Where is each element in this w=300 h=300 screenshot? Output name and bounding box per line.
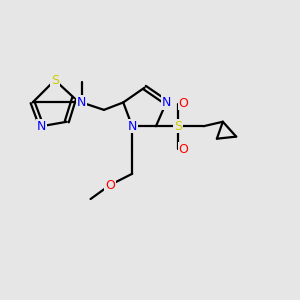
Text: N: N bbox=[77, 96, 86, 109]
Text: O: O bbox=[178, 143, 188, 156]
Text: S: S bbox=[51, 74, 59, 87]
Text: N: N bbox=[128, 120, 137, 133]
Text: S: S bbox=[174, 120, 182, 133]
Text: N: N bbox=[162, 96, 171, 109]
Text: N: N bbox=[37, 120, 46, 133]
Text: O: O bbox=[105, 178, 115, 192]
Text: O: O bbox=[178, 97, 188, 110]
